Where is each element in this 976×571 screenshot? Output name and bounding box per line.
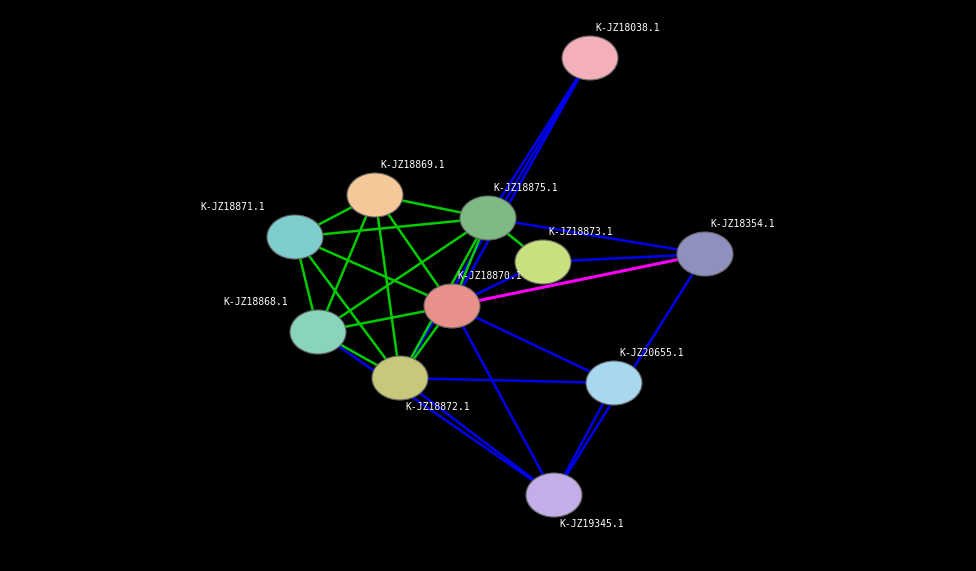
Text: K-JZ18870.1: K-JZ18870.1	[457, 271, 521, 281]
Ellipse shape	[372, 356, 428, 400]
Text: K-JZ18872.1: K-JZ18872.1	[405, 402, 469, 412]
Ellipse shape	[347, 173, 403, 217]
Ellipse shape	[515, 240, 571, 284]
Ellipse shape	[290, 310, 346, 354]
Ellipse shape	[424, 284, 480, 328]
Ellipse shape	[267, 215, 323, 259]
Text: K-JZ18868.1: K-JZ18868.1	[224, 297, 288, 307]
Text: K-JZ19345.1: K-JZ19345.1	[559, 519, 624, 529]
Text: K-JZ20655.1: K-JZ20655.1	[619, 348, 683, 358]
Text: K-JZ18869.1: K-JZ18869.1	[380, 160, 445, 170]
Ellipse shape	[526, 473, 582, 517]
Ellipse shape	[562, 36, 618, 80]
Ellipse shape	[460, 196, 516, 240]
Text: K-JZ18038.1: K-JZ18038.1	[595, 23, 660, 33]
Text: K-JZ18871.1: K-JZ18871.1	[200, 202, 265, 212]
Text: K-JZ18875.1: K-JZ18875.1	[493, 183, 557, 193]
Ellipse shape	[677, 232, 733, 276]
Ellipse shape	[586, 361, 642, 405]
Text: K-JZ18873.1: K-JZ18873.1	[548, 227, 613, 237]
Text: K-JZ18354.1: K-JZ18354.1	[710, 219, 775, 229]
